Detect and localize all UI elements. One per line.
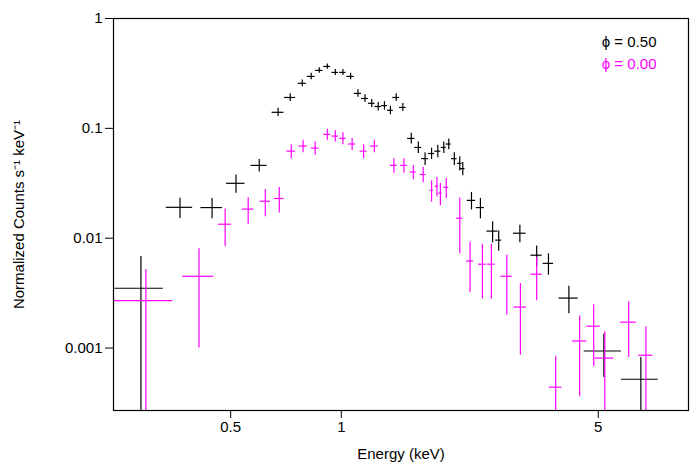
svg-text:0.1: 0.1 — [82, 119, 103, 136]
svg-text:Energy (keV): Energy (keV) — [357, 445, 445, 462]
svg-text:0.001: 0.001 — [65, 339, 103, 356]
svg-text:0.5: 0.5 — [220, 418, 241, 435]
svg-text:5: 5 — [594, 418, 602, 435]
svg-text:Normalized Counts s⁻¹ keV⁻¹: Normalized Counts s⁻¹ keV⁻¹ — [10, 120, 27, 309]
svg-text:ϕ = 0.50: ϕ = 0.50 — [602, 33, 657, 50]
svg-text:ϕ = 0.00: ϕ = 0.00 — [602, 55, 657, 72]
svg-text:1: 1 — [94, 9, 102, 26]
svg-text:1: 1 — [337, 418, 345, 435]
svg-text:0.01: 0.01 — [73, 229, 102, 246]
